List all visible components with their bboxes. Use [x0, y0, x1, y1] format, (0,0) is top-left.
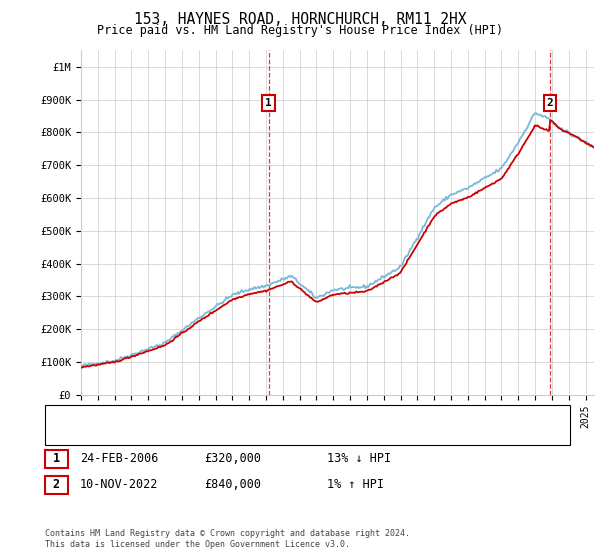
Text: 1: 1	[265, 98, 272, 108]
Text: 153, HAYNES ROAD, HORNCHURCH, RM11 2HX (detached house): 153, HAYNES ROAD, HORNCHURCH, RM11 2HX (…	[92, 411, 436, 421]
Text: 10-NOV-2022: 10-NOV-2022	[80, 478, 158, 492]
Text: 2: 2	[53, 478, 60, 492]
Text: 13% ↓ HPI: 13% ↓ HPI	[327, 452, 391, 465]
Text: £320,000: £320,000	[204, 452, 261, 465]
Text: HPI: Average price, detached house, Havering: HPI: Average price, detached house, Have…	[92, 430, 367, 440]
Text: 24-FEB-2006: 24-FEB-2006	[80, 452, 158, 465]
Text: 1% ↑ HPI: 1% ↑ HPI	[327, 478, 384, 492]
Text: 1: 1	[53, 452, 60, 465]
Text: 153, HAYNES ROAD, HORNCHURCH, RM11 2HX: 153, HAYNES ROAD, HORNCHURCH, RM11 2HX	[134, 12, 466, 27]
Text: Price paid vs. HM Land Registry's House Price Index (HPI): Price paid vs. HM Land Registry's House …	[97, 24, 503, 36]
Text: 2: 2	[547, 98, 553, 108]
Text: £840,000: £840,000	[204, 478, 261, 492]
Text: Contains HM Land Registry data © Crown copyright and database right 2024.
This d: Contains HM Land Registry data © Crown c…	[45, 529, 410, 549]
